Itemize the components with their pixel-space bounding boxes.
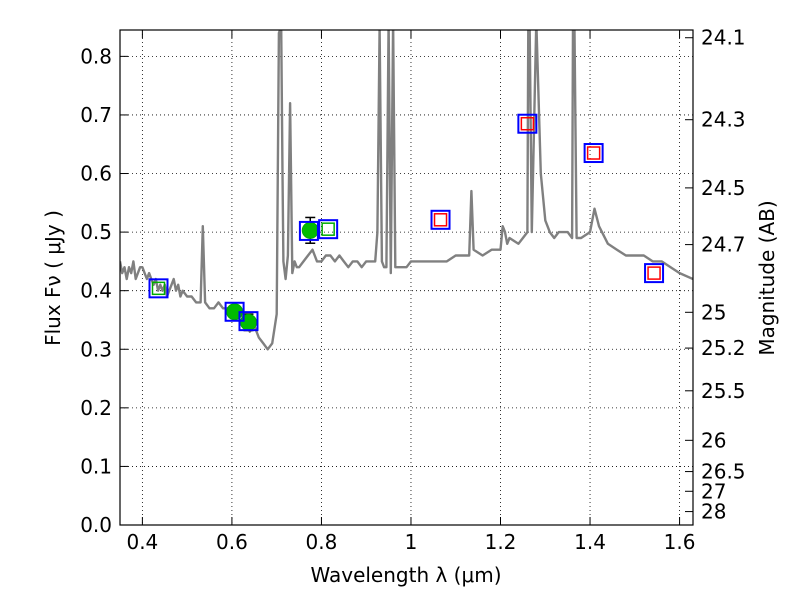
y-tick-label: 0.0 [80,513,112,537]
right-tick-label: 26.5 [701,460,746,484]
y-tick-label: 0.5 [80,220,112,244]
y-tick-label: 0.8 [80,44,112,68]
x-tick-label: 1.4 [574,530,606,554]
model-square [430,209,451,230]
model-square [517,113,538,134]
model-square-inner [586,146,601,160]
model-square [238,311,259,332]
x-tick-label: 0.4 [126,530,158,554]
y-tick-label: 0.3 [80,337,112,361]
right-tick-label: 26 [701,428,726,452]
clipped-data [120,30,693,351]
right-tick-label: 25.2 [701,336,746,360]
x-tick-label: 0.6 [216,530,248,554]
x-tick-label: 0.8 [306,530,338,554]
model-square-inner [520,116,535,131]
right-tick-label: 24.7 [701,233,746,257]
model-square-inner [647,266,661,280]
model-square-inner [433,213,448,227]
right-tick-label: 27 [701,479,726,503]
y-tick-label: 0.1 [80,454,112,478]
y-tick-label: 0.2 [80,396,112,420]
x-tick-label: 1 [405,530,418,554]
model-square-inner [321,222,335,236]
y-tick-label: 0.7 [80,103,112,127]
model-square [298,220,319,241]
x-tick-label: 1.2 [485,530,517,554]
y-axis-label: Flux Fν ( μJy ) [41,210,65,346]
right-axis-label: Magnitude (AB) [755,200,779,355]
axis-ticks: 0.4 0.6 0.8 1 1.2 1.4 1.6 0.0 0.1 0.2 0.3 0.4 0.5 0.6… [80,26,745,554]
right-tick-label: 25.5 [701,379,746,403]
model-square [644,263,665,284]
model-square [148,278,169,299]
grid [120,30,693,526]
right-tick-label: 24.5 [701,176,746,200]
spectrum-line [120,30,693,351]
right-tick-label: 24.3 [701,108,746,132]
x-tick-label: 1.6 [664,530,696,554]
model-square-inner [151,281,166,296]
y-tick-label: 0.6 [80,162,112,186]
observed-point [301,221,319,239]
plot-frame [119,29,694,526]
data-series [120,30,693,351]
right-tick-label: 24.1 [701,26,746,50]
right-tick-label: 25 [701,300,726,324]
model-square [583,143,604,164]
x-axis-label: Wavelength λ (μm) [310,563,501,587]
y-tick-label: 0.4 [80,279,112,303]
right-tick-label: 28 [701,500,726,524]
model-square [318,219,339,240]
